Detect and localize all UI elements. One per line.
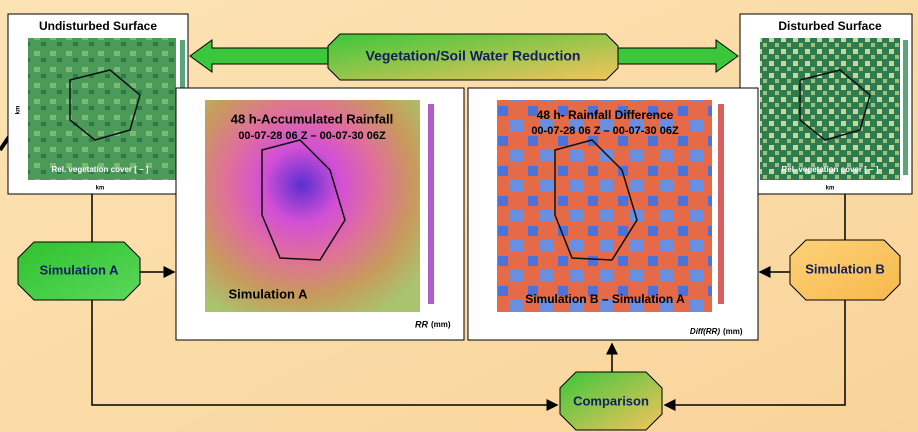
vegetation-map xyxy=(28,38,176,180)
colorbar xyxy=(428,104,434,304)
unit: (mm) xyxy=(723,327,743,336)
unit-symbol: Diff(RR) xyxy=(690,327,720,336)
map-title: 48 h- Rainfall Difference xyxy=(537,108,674,122)
map-caption: Rel. vegetation cover [ – ] xyxy=(52,165,149,174)
node-label: Simulation B xyxy=(805,261,884,276)
diagram: Vegetation/Soil Water Reduction Undistur… xyxy=(0,0,918,432)
unit: (mm) xyxy=(431,320,451,329)
axis-label: km xyxy=(96,186,105,192)
unit-symbol: RR xyxy=(415,319,428,329)
map-label: Simulation A xyxy=(229,286,309,301)
colorbar xyxy=(718,104,724,304)
map-title: 48 h-Accumulated Rainfall xyxy=(231,111,394,126)
panel-title: Undisturbed Surface xyxy=(39,19,157,33)
map-period: 00-07-28 06 Z – 00-07-30 06Z xyxy=(531,125,679,137)
panel-title: Disturbed Surface xyxy=(778,19,882,33)
map-label: Simulation B – Simulation A xyxy=(525,292,685,306)
node-label: Comparison xyxy=(573,393,649,408)
map-caption: Rel. vegetation cover [ – ] xyxy=(782,165,879,174)
node-label: Simulation A xyxy=(40,262,120,277)
axis-label: km xyxy=(16,106,22,115)
colorbar xyxy=(903,40,908,175)
vegetation-map xyxy=(760,38,900,180)
axis-label: km xyxy=(826,186,835,192)
process-label: Vegetation/Soil Water Reduction xyxy=(366,48,581,64)
map-period: 00-07-28 06 Z – 00-07-30 06Z xyxy=(238,130,386,142)
